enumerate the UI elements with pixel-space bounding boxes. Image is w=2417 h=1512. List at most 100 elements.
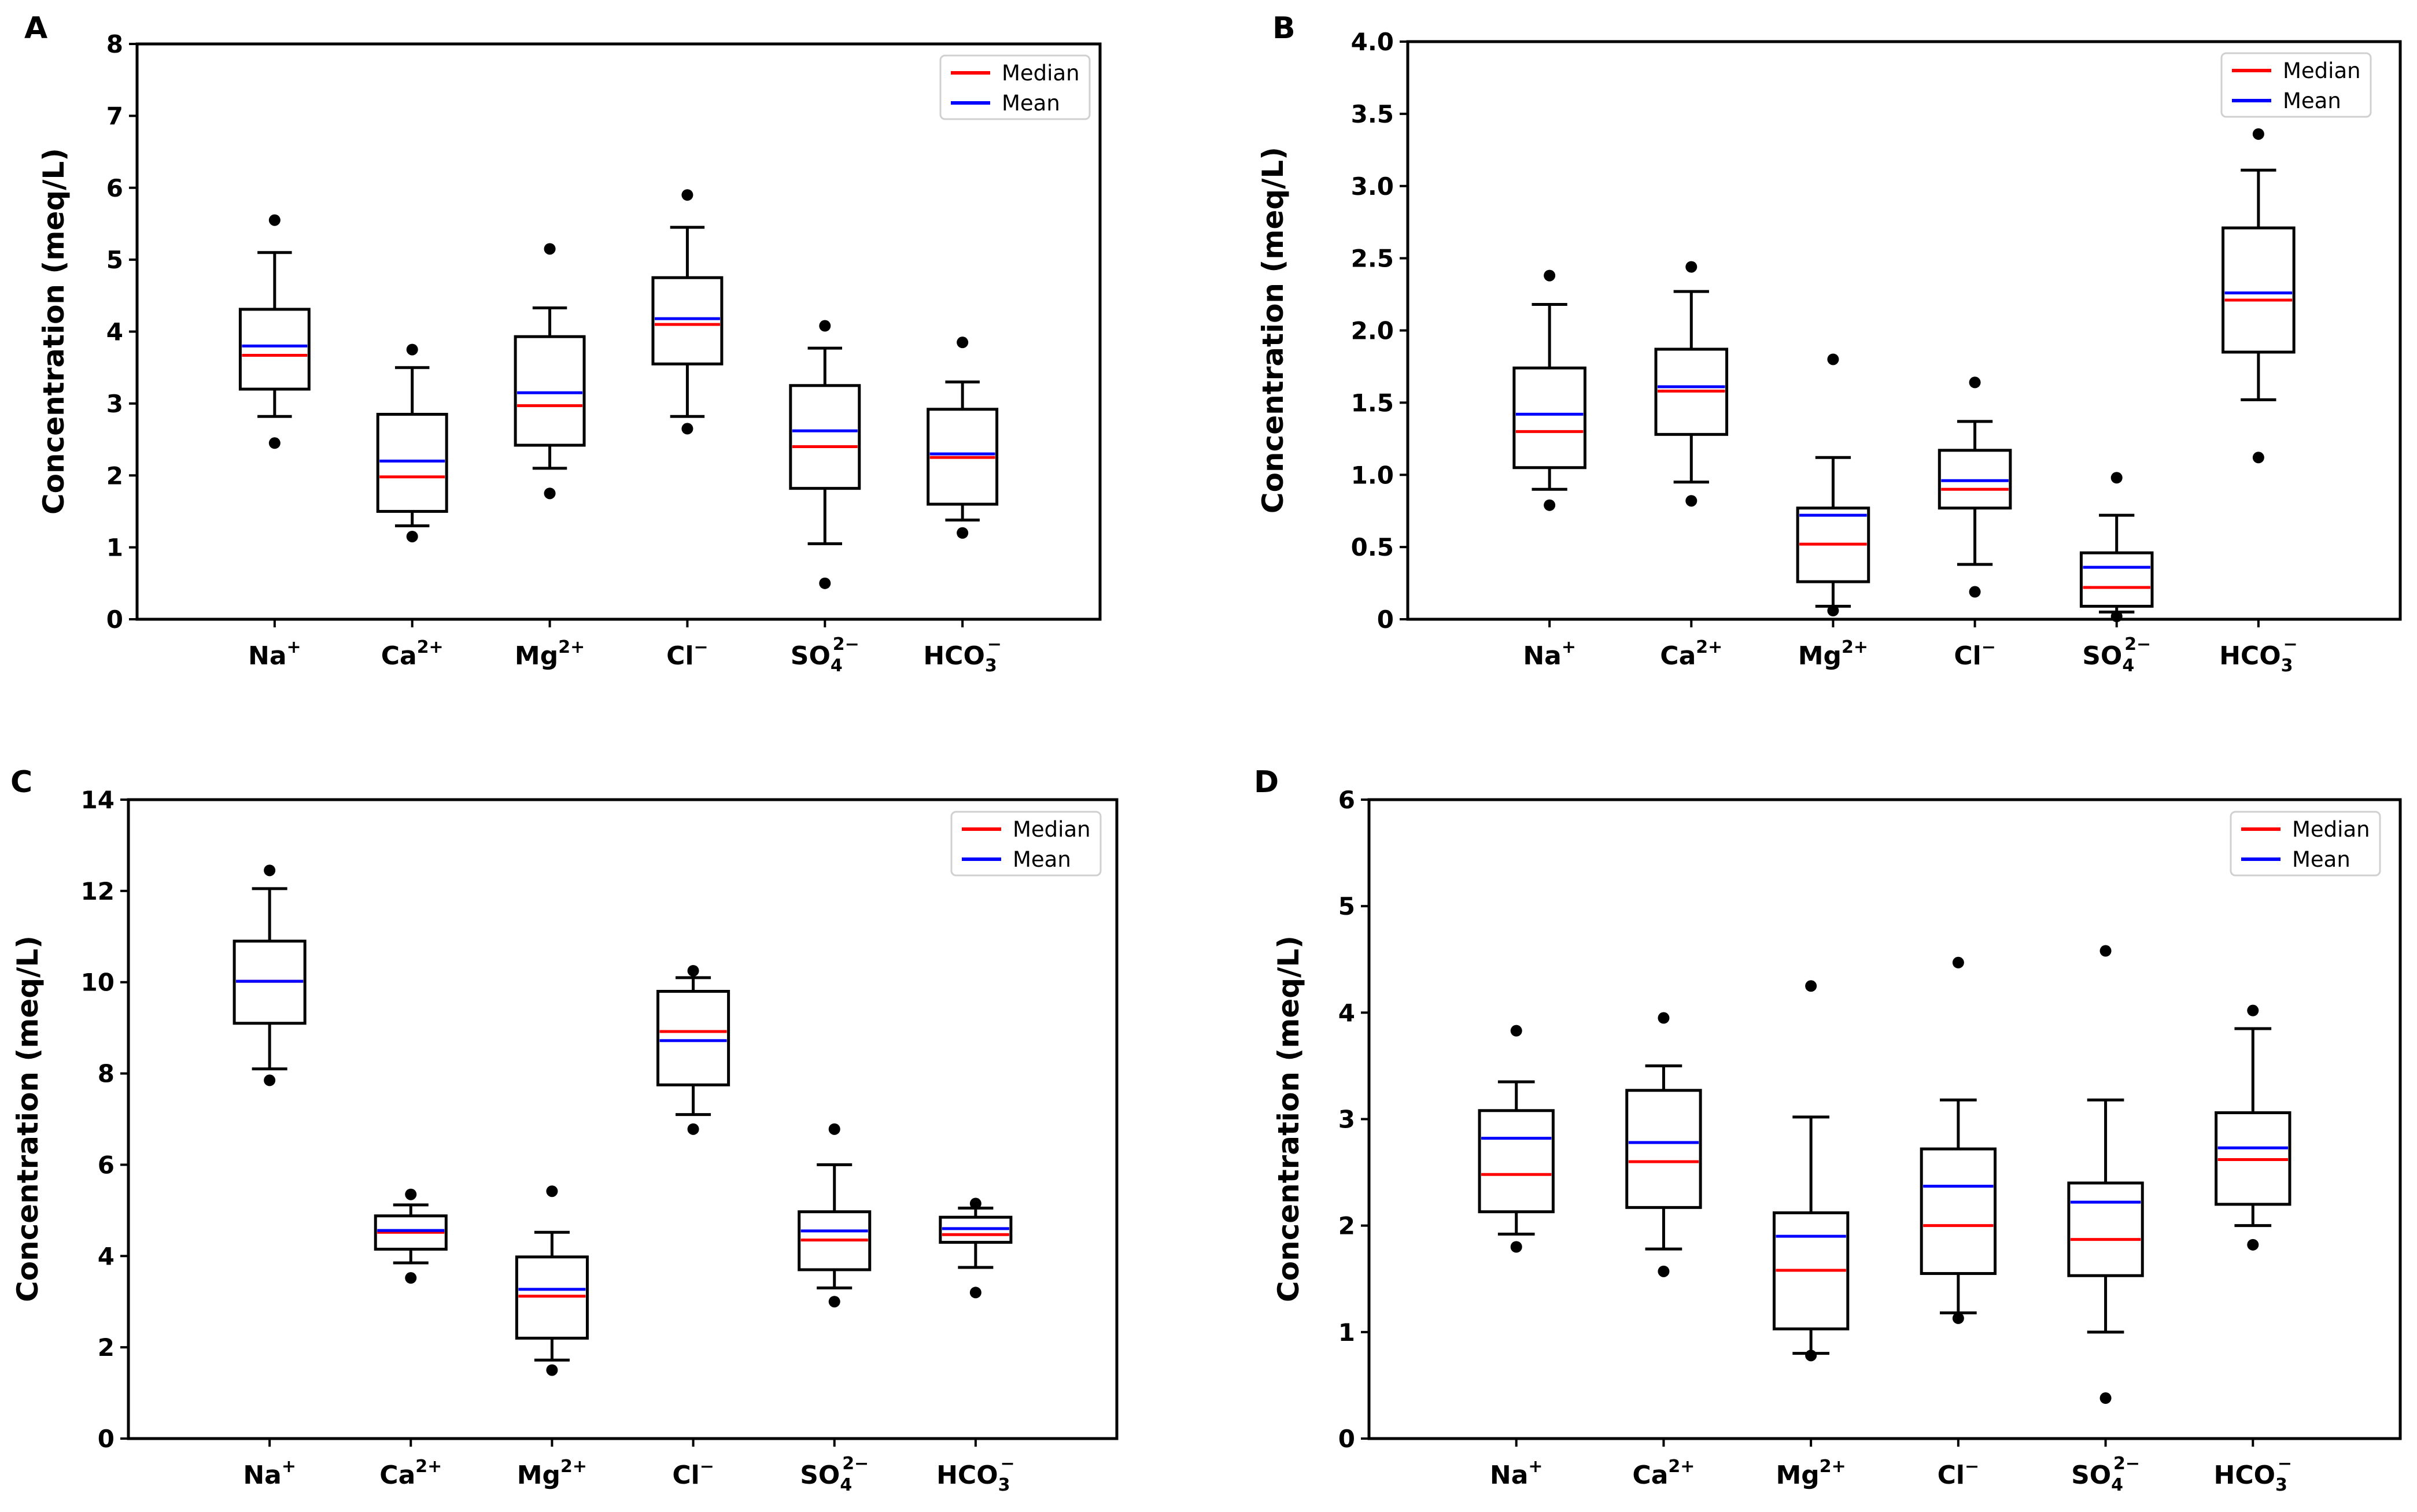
ion-base: Na [1490,1461,1529,1490]
y-tick-label: 0 [98,1425,115,1453]
y-axis-label: Concentration (meq/L) [11,936,45,1302]
box-2 [374,1188,448,1284]
outlier-point [1827,353,1839,365]
ion-base: SO [791,641,831,671]
y-tick-label: 1.5 [1351,389,1394,417]
outlier-point [264,864,276,877]
ion-base: SO [800,1461,840,1490]
iqr-box [1625,1089,1702,1209]
box-6 [927,337,999,539]
ion-superscript: 2+ [1820,1456,1846,1477]
box-1 [233,864,307,1086]
ion-superscript: 2+ [1696,637,1722,657]
xtick-label: Cl− [1954,637,1996,671]
xtick-label: HCO3− [923,634,1002,676]
y-tick-label: 6 [98,1151,115,1179]
box-3 [514,243,586,500]
outlier-point [405,1188,417,1200]
y-tick-label: 12 [81,877,115,905]
legend-mean-label: Mean [1002,91,1060,116]
outlier-point [405,1272,417,1284]
ion-superscript: + [1562,637,1576,657]
xtick-label: Mg2+ [515,637,585,671]
outlier-point [957,527,969,539]
y-tick-label: 3.5 [1351,100,1394,128]
iqr-box [1772,1211,1850,1330]
ion-subscript: 4 [2122,656,2134,676]
outlier-point [406,343,418,356]
iqr-box [1654,347,1729,436]
xtick-label: Na+ [248,637,301,671]
ion-base: Na [243,1461,282,1490]
outlier-point [2247,1239,2259,1251]
legend: Median Mean [939,54,1091,120]
xtick-label: SO42− [2082,634,2151,676]
outlier-point [681,189,693,201]
iqr-box [2222,226,2296,354]
iqr-box [1478,1109,1555,1214]
iqr-box [1796,507,1870,583]
iqr-box [376,413,448,513]
outlier-point [1969,376,1981,389]
outlier-point [1827,605,1839,617]
outlier-point [2099,1392,2112,1404]
ion-subscript: 3 [2281,656,2293,676]
y-tick-label: 1 [1338,1318,1355,1347]
ion-base: HCO [936,1461,998,1490]
xtick-label: Na+ [1490,1456,1543,1490]
xtick-label: Na+ [243,1456,296,1490]
y-tick-label: 1.0 [1351,461,1394,489]
ion-base: HCO [923,641,985,671]
box-3 [1796,353,1870,617]
y-axis-label: Concentration (meq/L) [1272,936,1305,1302]
outlier-point [1510,1025,1522,1037]
iqr-box [233,940,307,1025]
outlier-point [1658,1265,1670,1277]
ion-superscript: 2+ [415,1456,442,1477]
axes-frame [1406,40,2402,621]
y-tick-label: 4.0 [1351,28,1394,56]
iqr-box [374,1214,448,1251]
ion-base: Ca [1660,641,1696,671]
xtick-label: HCO3− [936,1454,1015,1495]
ion-base: Mg [1798,641,1842,671]
y-axis-label: Concentration (meq/L) [37,148,71,515]
iqr-box [515,1255,589,1340]
box-5 [789,320,861,589]
legend-mean-label: Mean [1013,847,1071,872]
y-tick-label: 5 [106,246,123,274]
panel-letter: A [24,11,47,46]
outlier-point [828,1296,840,1308]
outlier-point [969,1287,981,1299]
ion-subscript: 3 [998,1475,1010,1495]
outlier-point [2252,128,2264,140]
ion-base: SO [2071,1461,2111,1490]
ion-subscript: 3 [985,656,997,676]
ion-superscript: 2− [833,634,859,655]
ion-base: Mg [515,641,558,671]
iqr-box [927,408,999,506]
box-4 [1920,956,1997,1324]
y-tick-label: 2.5 [1351,245,1394,273]
y-tick-label: 8 [98,1060,115,1088]
outlier-point [1685,261,1698,273]
legend-mean-label: Mean [2292,847,2350,872]
y-tick-label: 4 [1338,999,1355,1027]
box-2 [1625,1012,1702,1277]
ion-superscript: − [1981,637,1996,657]
y-tick-label: 2 [106,461,123,490]
box-3 [515,1185,589,1376]
outlier-point [957,337,969,349]
ion-superscript: 2+ [1668,1456,1695,1477]
outlier-point [687,964,699,977]
y-tick-label: 2 [98,1333,115,1362]
ion-base: Ca [379,1461,415,1490]
panel-letter: D [1254,765,1279,800]
legend-median-label: Median [2283,58,2361,83]
ion-base: Cl [672,1461,699,1490]
box-5 [2067,945,2144,1404]
y-tick-label: 3.0 [1351,172,1394,201]
